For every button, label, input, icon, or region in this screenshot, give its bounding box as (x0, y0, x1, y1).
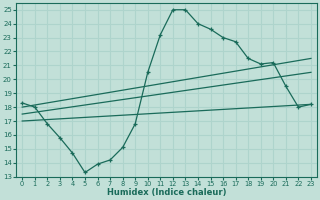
X-axis label: Humidex (Indice chaleur): Humidex (Indice chaleur) (107, 188, 226, 197)
